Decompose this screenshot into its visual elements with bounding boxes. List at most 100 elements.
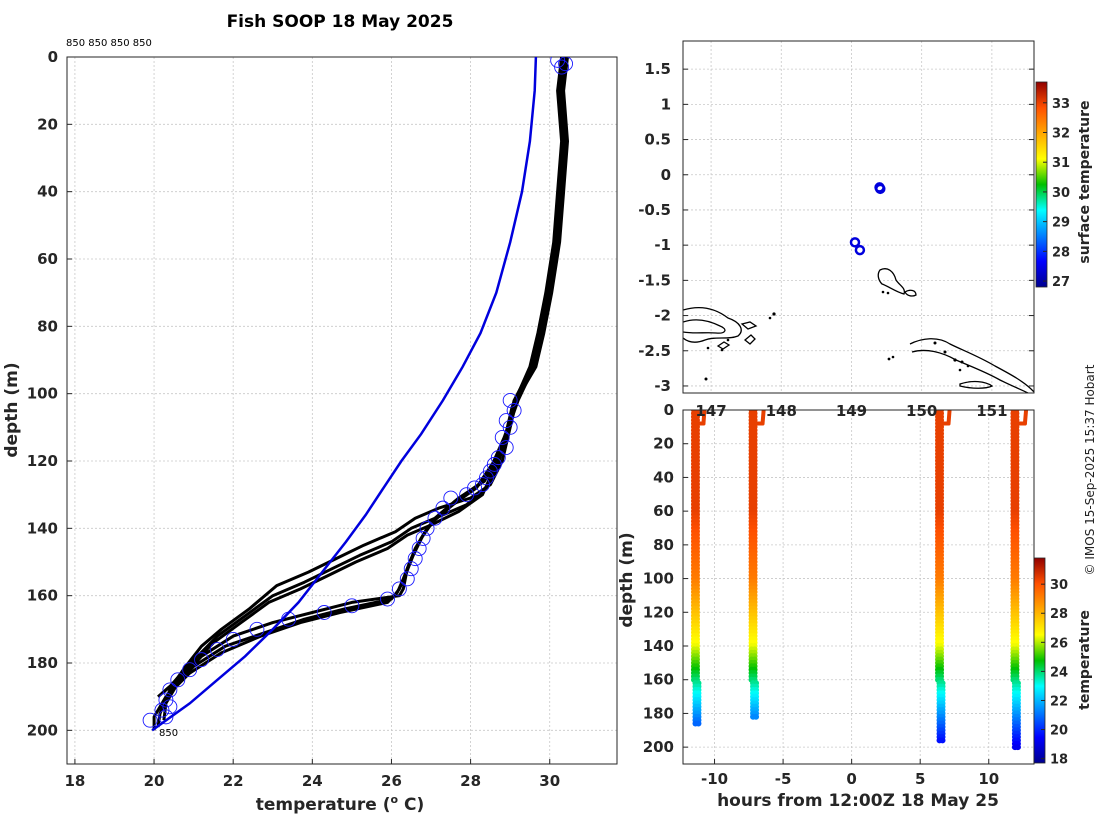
- cast-surface-hook: [701, 410, 707, 426]
- section-y-tick-label: 20: [653, 435, 674, 453]
- cast-surface-hook: [946, 410, 952, 426]
- map-y-tick-label: -2: [654, 307, 671, 325]
- qc-marker: [209, 642, 225, 657]
- qc-marker: [142, 712, 158, 728]
- y-tick-label: 100: [27, 385, 58, 403]
- map-dot: [886, 291, 890, 295]
- section-casts: [690, 410, 1029, 751]
- section-y-tick-label: 140: [643, 637, 674, 655]
- map-dot: [960, 360, 964, 364]
- profile-line: [157, 57, 564, 698]
- section-x-tick-label: -10: [701, 770, 728, 788]
- map-x-tick-label: 151: [976, 402, 1007, 420]
- coastline-east-inner: [911, 349, 1029, 393]
- map-dot: [720, 348, 724, 352]
- map-dot: [772, 312, 776, 316]
- surface-colorbar-ticks: 27 28 29 30 31 32 33: [1043, 97, 1070, 290]
- section-y-tick-label: 100: [643, 570, 674, 588]
- x-tick-label: 22: [223, 772, 244, 790]
- qc-marker: [407, 551, 423, 567]
- map-dot: [966, 364, 970, 368]
- map-dot: [887, 357, 891, 361]
- qc-marker: [558, 57, 574, 72]
- profile-x-ticks: 18 20 22 24 26 28 30: [64, 759, 560, 790]
- coastline-west: [683, 307, 742, 343]
- section-x-ticks: -10 -5 0 5 10: [701, 759, 999, 788]
- x-tick-label: 18: [64, 772, 85, 790]
- x-tick-label: 26: [381, 772, 402, 790]
- qc-marker: [554, 59, 570, 75]
- map-y-tick-label: -3: [654, 377, 671, 395]
- map-x-tick-label: 150: [906, 402, 937, 420]
- credit-text: © IMOS 15-Sep-2025 15:37 Hobart: [1083, 364, 1097, 575]
- qc-marker: [162, 682, 178, 698]
- map-y-tick-label: 1.5: [644, 60, 671, 78]
- top-annotation: 850 850 850 850: [66, 38, 152, 49]
- profile-line: [162, 57, 569, 721]
- y-tick-label: 180: [27, 654, 58, 672]
- station-marker: [849, 237, 861, 248]
- section-y-tick-label: 40: [653, 468, 674, 486]
- x-tick-label: 30: [539, 772, 560, 790]
- qc-marker: [182, 662, 198, 678]
- section-y-tick-label: 80: [653, 536, 674, 554]
- map-stations: [849, 182, 886, 256]
- x-axis-label-main: temperature (: [256, 795, 391, 815]
- map-y-ticks: 1.5 1 0.5 0 -0.5 -1 -1.5 -2 -2.5 -3: [638, 60, 1034, 395]
- y-tick-label: 20: [37, 115, 58, 133]
- qc-marker: [380, 591, 395, 607]
- profile-axes-box: [66, 56, 618, 765]
- y-tick-label: 200: [27, 721, 58, 739]
- chart-title: Fish SOOP 18 May 2025: [227, 12, 454, 32]
- coastline-north-island: [877, 268, 906, 295]
- section-y-tick-label: 120: [643, 603, 674, 621]
- profile-series: [152, 57, 569, 731]
- colorbar-tick-label: 32: [1052, 127, 1070, 142]
- y-tick-label: 60: [37, 250, 58, 268]
- map-x-ticks: 147 148 149 150 151: [695, 402, 1007, 420]
- qc-marker: [419, 520, 435, 536]
- map-y-tick-label: -0.5: [638, 201, 671, 219]
- colorbar-tick-label: 20: [1050, 724, 1068, 739]
- qc-marker: [415, 530, 431, 546]
- map-grid: [683, 41, 1034, 393]
- profile-line: [161, 57, 566, 695]
- cast-surface-hook: [760, 410, 766, 426]
- qc-marker: [502, 419, 518, 435]
- x-tick-label: 24: [302, 772, 323, 790]
- cast-surface-hook: [1022, 410, 1029, 426]
- map-dot: [881, 290, 885, 294]
- map-dot: [704, 377, 708, 381]
- colorbar-tick-label: 28: [1050, 607, 1068, 622]
- colorbar-tick-label: 30: [1050, 578, 1068, 593]
- map-dot: [958, 368, 962, 372]
- profile-panel: Fish SOOP 18 May 2025 850 850 850 850 18…: [2, 12, 618, 815]
- surface-colorbar-label: surface temperature: [1077, 100, 1093, 263]
- qc-marker: [403, 561, 419, 577]
- y-tick-label: 140: [27, 519, 58, 537]
- map-dot: [891, 355, 895, 359]
- section-y-ticks: 0 20 40 60 80 100 120 140 160 180 200: [643, 401, 1035, 765]
- section-background: [683, 410, 1034, 764]
- profile-y-ticks: 0 20 40 60 80 100 120 140 160 180 200: [27, 48, 72, 739]
- map-x-tick-label: 148: [766, 402, 797, 420]
- cast-sample: [1014, 744, 1021, 751]
- qc-marker: [498, 440, 514, 455]
- map-y-tick-label: -2.5: [638, 342, 671, 360]
- qc-marker: [427, 510, 443, 526]
- station-marker: [854, 244, 866, 256]
- section-x-tick-label: 5: [915, 770, 925, 788]
- station-marker: [875, 183, 886, 195]
- map-dots: [704, 290, 970, 381]
- profile-line: [152, 57, 566, 731]
- qc-marker: [249, 621, 265, 637]
- qc-marker: [194, 652, 209, 668]
- qc-marker: [475, 477, 490, 493]
- map-y-tick-label: 0.5: [644, 131, 671, 149]
- qc-marker: [344, 598, 360, 614]
- climatology-line: [151, 57, 538, 732]
- map-background: [683, 41, 1034, 393]
- section-y-axis-label: depth (m): [617, 532, 637, 627]
- qc-marker: [391, 581, 407, 597]
- map-dot: [943, 350, 947, 354]
